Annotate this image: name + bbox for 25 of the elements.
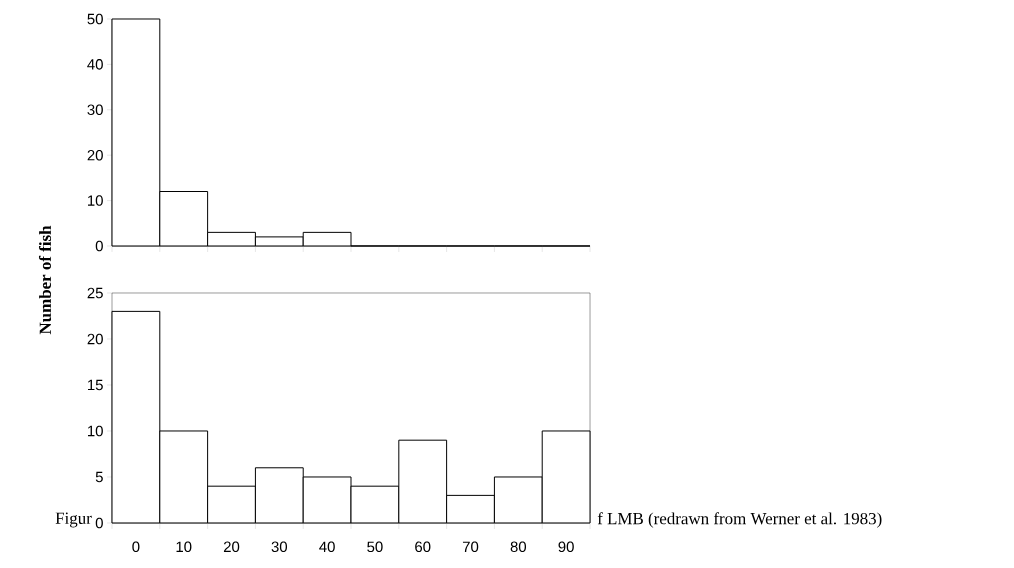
x-tick-label: 10	[176, 541, 192, 553]
y-tick-label: 40	[87, 59, 103, 70]
y-tick-label: 10	[88, 195, 103, 206]
y-tick-label: 50	[87, 13, 103, 25]
y-tick-label: 0	[95, 517, 103, 529]
y-tick-label: 15	[88, 379, 103, 391]
y-tick-label: 5	[95, 471, 103, 483]
x-tick-label: 30	[271, 541, 288, 553]
y-tick-label: 25	[87, 287, 103, 299]
x-tick-label: 0	[132, 541, 140, 553]
y-tick-label: 20	[87, 149, 103, 161]
x-tick-label: 20	[223, 541, 240, 553]
text: f LMB (redrawn from Werner et al. 1983)	[597, 512, 882, 528]
y-tick-label: 0	[95, 240, 103, 252]
x-tick-label: 60	[415, 541, 431, 553]
y-tick-label: 30	[87, 104, 103, 116]
x-tick-label: 80	[510, 541, 527, 553]
y-tick-label: 20	[87, 333, 103, 345]
x-tick-label: 70	[462, 541, 479, 553]
x-tick-label: 90	[558, 541, 574, 553]
x-tick-label: 40	[319, 541, 335, 553]
y-axis-title: Number of fish	[38, 225, 52, 335]
x-tick-label: 50	[367, 541, 383, 553]
text: Figur	[55, 512, 92, 528]
y-tick-label: 10	[88, 425, 103, 437]
